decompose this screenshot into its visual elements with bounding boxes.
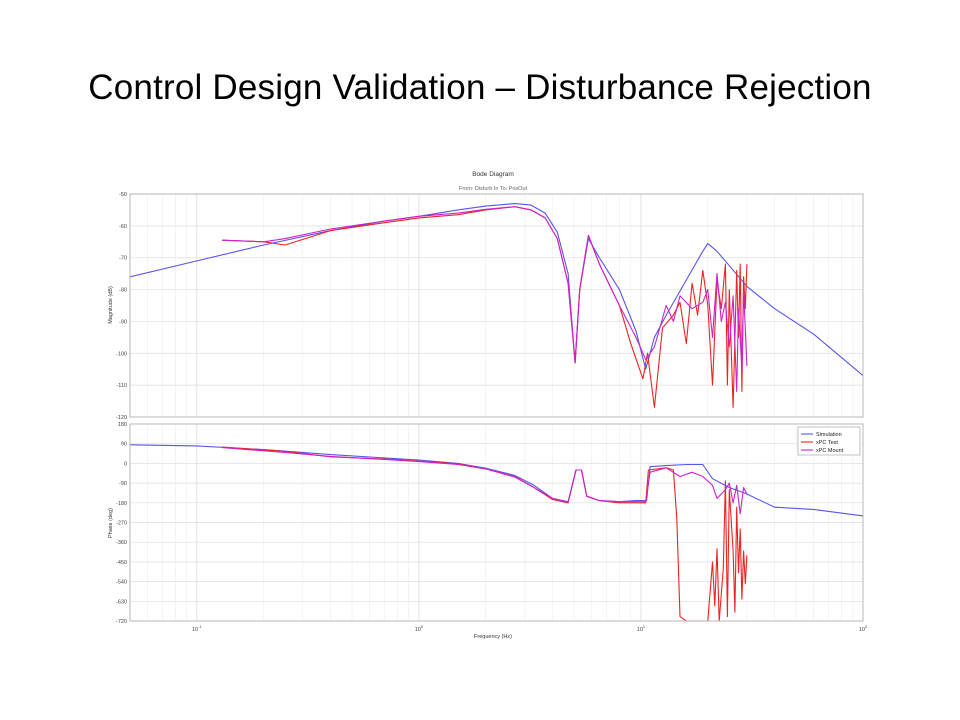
y-tick-label: 0 [124, 461, 127, 467]
phase-panel: Phase (deg) 10-1100101102180900-90-180-2… [108, 422, 868, 633]
legend-label: Simulation [816, 432, 842, 438]
y-tick-label: -120 [116, 415, 127, 421]
y-tick-label: -70 [119, 256, 127, 262]
y-tick-label: -360 [116, 540, 127, 546]
magnitude-panel: Magnitude (dB) -50 -60 -70 -80 -90 -100 -110 -1… [108, 192, 864, 421]
y-tick-label: -110 [116, 383, 127, 389]
y-tick-label: -540 [116, 580, 127, 586]
x-tick-label: 100 [415, 624, 424, 633]
y-tick-label: -100 [116, 351, 127, 357]
magnitude-plot-area [129, 193, 864, 418]
series-line-phase-xpc-mount [222, 447, 748, 515]
plot-frame [129, 423, 864, 622]
x-tick-exponent: -1 [198, 624, 202, 629]
y-tick-label: -450 [116, 560, 127, 566]
chart-subtitle: From: Disturb In To: PosOut [459, 186, 528, 192]
y-tick-label: -60 [119, 224, 127, 230]
y-tick-label: -720 [116, 619, 127, 625]
y-tick-label: -80 [119, 288, 127, 294]
x-tick-label: 10-1 [192, 624, 202, 633]
x-axis-label: Frequency (Hz) [474, 634, 512, 640]
y-tick-label: 180 [118, 422, 127, 428]
y-tick-label: -90 [119, 319, 127, 325]
y-tick-label: 90 [121, 442, 127, 448]
series-line-magnitude-xpc-mount [222, 206, 748, 393]
plot-frame [129, 193, 864, 418]
x-tick-exponent: 2 [865, 624, 868, 629]
y-tick-label: -90 [119, 481, 127, 487]
y-tick-label: -630 [116, 599, 127, 605]
y-tick-label: -270 [116, 521, 127, 527]
legend-label: xPC Mount [816, 448, 844, 454]
y-tick-label: -180 [116, 501, 127, 507]
chart-title: Bode Diagram [472, 171, 514, 178]
y-tick-label: -50 [119, 192, 127, 198]
x-tick-exponent: 1 [643, 624, 646, 629]
bode-figure: Bode Diagram From: Disturb In To: PosOut… [100, 160, 880, 655]
magnitude-axis-label: Magnitude (dB) [108, 286, 114, 324]
bode-diagram: Bode Diagram From: Disturb In To: PosOut… [108, 171, 868, 640]
x-tick-label: 101 [637, 624, 646, 633]
legend: Simulation xPC Test xPC Mount [797, 426, 861, 456]
phase-axis-label: Phase (deg) [108, 508, 114, 538]
slide-title: Control Design Validation – Disturbance … [88, 68, 872, 107]
x-tick-label: 102 [859, 624, 868, 633]
x-tick-exponent: 0 [421, 624, 424, 629]
legend-label: xPC Test [816, 440, 838, 446]
